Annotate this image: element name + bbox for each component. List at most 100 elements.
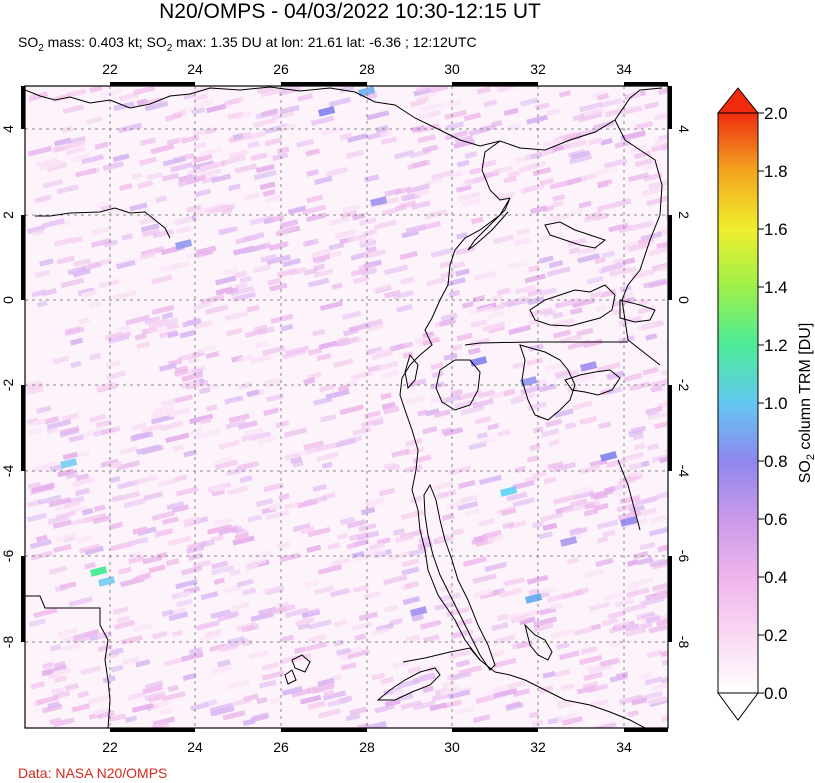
so2-pixel: [117, 566, 132, 575]
so2-pixel: [488, 391, 505, 401]
so2-pixel: [268, 502, 283, 511]
so2-pixel: [263, 407, 280, 416]
so2-pixel: [307, 347, 323, 356]
so2-pixel: [642, 185, 666, 197]
so2-pixel: [236, 578, 254, 588]
so2-pixel: [137, 180, 154, 189]
so2-pixel: [383, 686, 402, 696]
so2-pixel: [524, 273, 547, 284]
so2-pixel: [278, 225, 297, 235]
so2-pixel: [364, 410, 381, 420]
so2-pixel: [57, 468, 75, 478]
so2-pixel: [338, 435, 363, 446]
so2-pixel: [577, 253, 601, 264]
so2-pixel: [30, 681, 46, 690]
so2-pixel: [496, 613, 509, 622]
so2-pixel: [121, 233, 133, 241]
so2-pixel: [493, 634, 516, 645]
so2-pixel: [279, 552, 300, 563]
so2-pixel: [92, 515, 112, 525]
so2-pixel: [26, 386, 44, 396]
so2-pixel: [560, 334, 582, 344]
so2-pixel: [473, 270, 497, 281]
so2-pixel: [27, 145, 53, 157]
so2-pixel: [430, 362, 444, 371]
so2-pixel: [380, 392, 392, 400]
so2-pixel: [307, 700, 326, 710]
so2-pixel: [323, 689, 335, 698]
so2-pixel: [539, 177, 555, 187]
so2-pixel: [649, 558, 666, 568]
so2-pixel: [252, 264, 272, 274]
so2-pixel: [97, 710, 116, 720]
so2-pixel: [249, 354, 271, 365]
coastlines-borders: [25, 86, 663, 728]
so2-pixel: [377, 196, 400, 207]
so2-pixel: [234, 163, 258, 174]
so2-pixel: [660, 647, 668, 658]
so2-pixel: [630, 425, 647, 434]
so2-pixel: [128, 551, 142, 559]
so2-pixel: [441, 513, 455, 521]
so2-pixel: [383, 289, 401, 299]
so2-pixel: [456, 705, 476, 716]
so2-pixel: [78, 543, 101, 554]
so2-pixel: [123, 498, 146, 509]
so2-pixel-high: [560, 536, 578, 547]
so2-pixel: [618, 461, 643, 473]
so2-pixel: [399, 251, 418, 261]
so2-pixel: [279, 104, 300, 115]
so2-pixel: [371, 283, 392, 294]
so2-pixel: [415, 86, 439, 93]
so2-pixel: [472, 398, 494, 409]
lon-tick-label: 26: [273, 739, 289, 755]
so2-pixel: [151, 304, 175, 316]
so2-pixel: [404, 446, 425, 456]
so2-pixel: [471, 537, 484, 545]
so2-pixel: [653, 111, 668, 122]
so2-pixel: [492, 587, 506, 596]
colorbar: 2.0 1.8 1.6 1.4 1.2 1.0 0.8 0.6 0.4 0.2 …: [716, 87, 815, 721]
so2-pixel: [70, 337, 84, 346]
so2-pixel: [422, 425, 438, 435]
so2-pixel: [97, 643, 113, 653]
so2-pixel: [430, 395, 446, 405]
so2-pixel: [573, 626, 593, 636]
so2-pixel: [627, 172, 650, 183]
so2-pixel: [283, 501, 301, 510]
so2-pixel: [587, 137, 604, 146]
lon-tick-label: 26: [273, 61, 289, 77]
so2-pixel: [365, 245, 377, 254]
so2-pixel: [323, 690, 347, 701]
so2-pixel: [262, 345, 286, 356]
so2-pixel: [34, 269, 51, 279]
so2-pixel: [143, 491, 163, 501]
so2-pixel: [334, 229, 356, 239]
so2-pixel: [319, 300, 343, 312]
so2-pixel: [611, 307, 625, 316]
so2-pixel: [188, 646, 203, 655]
so2-pixel: [168, 611, 189, 622]
so2-pixel: [365, 500, 381, 509]
so2-pixel: [224, 310, 249, 322]
so2-pixel: [546, 213, 568, 224]
so2-pixel: [358, 611, 378, 621]
so2-pixel: [26, 382, 44, 391]
so2-pixel: [216, 659, 231, 668]
so2-pixel: [73, 257, 92, 267]
so2-pixel: [578, 200, 592, 209]
so2-pixel: [439, 686, 461, 696]
so2-pixel-high: [600, 451, 618, 462]
so2-pixel: [244, 327, 267, 338]
so2-pixel: [503, 175, 518, 184]
colorbar-max-arrow: [716, 87, 760, 114]
so2-pixel: [340, 662, 357, 671]
so2-pixel: [161, 516, 179, 526]
so2-pixel: [241, 433, 260, 443]
so2-pixel: [110, 541, 132, 552]
so2-pixel: [53, 543, 72, 554]
so2-pixel: [47, 701, 61, 709]
frame-tick-bars: [21, 82, 672, 732]
so2-pixel: [381, 369, 400, 379]
so2-pixel: [629, 381, 651, 392]
